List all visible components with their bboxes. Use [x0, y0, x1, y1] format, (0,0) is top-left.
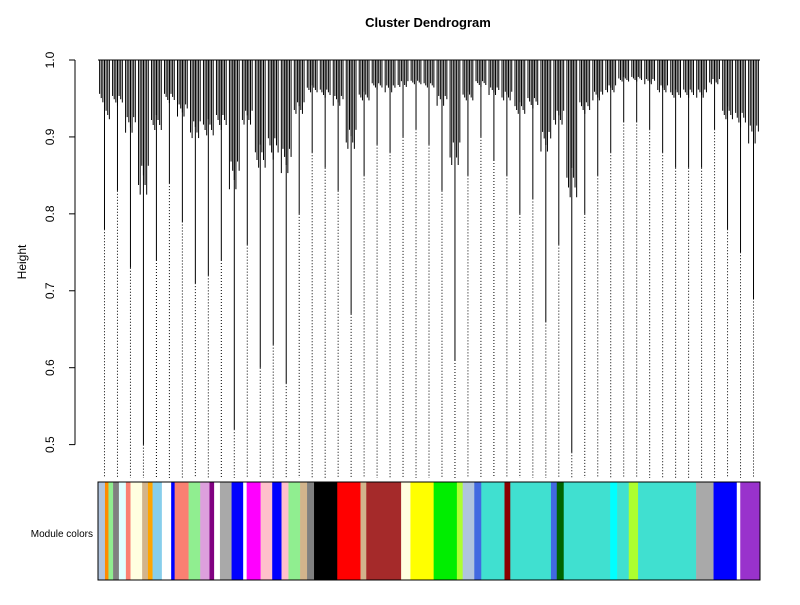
module-color-band [617, 482, 630, 580]
module-color-band [510, 482, 552, 580]
module-color-band [628, 482, 639, 580]
module-color-band [219, 482, 232, 580]
module-color-band [563, 482, 611, 580]
module-color-band [231, 482, 244, 580]
module-color-band [696, 482, 714, 580]
color-label: Module colors [31, 529, 93, 540]
module-color-band [260, 482, 273, 580]
module-color-band [504, 482, 511, 580]
module-color-band [125, 482, 131, 580]
module-color-band [360, 482, 367, 580]
module-color-band [118, 482, 127, 580]
module-color-band [174, 482, 189, 580]
module-color-band [272, 482, 282, 580]
module-color-band [130, 482, 143, 580]
module-color-band [481, 482, 505, 580]
module-color-band [550, 482, 558, 580]
module-color-band [713, 482, 738, 580]
module-color-band [113, 482, 120, 580]
module-color-band [366, 482, 402, 580]
module-color-band [200, 482, 210, 580]
module-color-band [152, 482, 163, 580]
module-color-band [433, 482, 458, 580]
module-color-band [209, 482, 215, 580]
y-tick-label: 0.5 [43, 436, 57, 453]
module-color-band [108, 482, 114, 580]
module-color-band [171, 482, 175, 580]
module-color-band [456, 482, 463, 580]
module-color-band [307, 482, 315, 580]
module-color-band [401, 482, 411, 580]
module-color-band [161, 482, 172, 580]
y-tick-label: 0.8 [43, 205, 57, 222]
module-color-band [337, 482, 361, 580]
y-tick-label: 0.7 [43, 282, 57, 299]
module-color-band [740, 482, 761, 580]
module-color-band [147, 482, 153, 580]
y-axis-label: Height [15, 244, 29, 279]
color-band-frame [97, 481, 761, 581]
module-color-band [462, 482, 475, 580]
module-color-band [98, 482, 106, 580]
module-color-band [610, 482, 618, 580]
chart-title: Cluster Dendrogram [365, 15, 491, 30]
module-color-band [288, 482, 301, 580]
module-color-band [556, 482, 565, 580]
module-color-band [314, 482, 338, 580]
y-tick-label: 0.9 [43, 128, 57, 145]
module-color-band [474, 482, 482, 580]
module-color-band [281, 482, 289, 580]
module-color-band [243, 482, 247, 580]
y-tick-label: 0.6 [43, 359, 57, 376]
y-tick-label: 1.0 [43, 51, 57, 68]
module-color-band [736, 482, 741, 580]
module-color-band [188, 482, 201, 580]
module-color-band [104, 482, 109, 580]
module-color-band [638, 482, 697, 580]
module-color-band [214, 482, 221, 580]
module-color-band [246, 482, 261, 580]
module-color-band [410, 482, 434, 580]
module-color-band [142, 482, 149, 580]
module-color-band [300, 482, 308, 580]
